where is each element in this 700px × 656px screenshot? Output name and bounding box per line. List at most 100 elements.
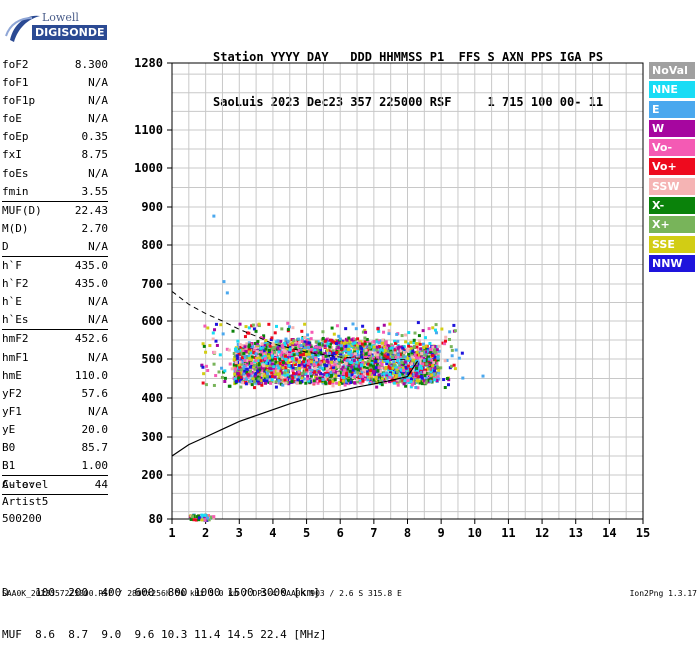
echo-point <box>363 372 367 376</box>
echo-point <box>339 353 343 357</box>
echo-point <box>433 348 437 352</box>
echo-point <box>392 368 396 372</box>
echo-point <box>419 361 423 365</box>
echo-point <box>243 345 247 349</box>
echo-point <box>268 375 272 379</box>
echo-point <box>329 366 333 370</box>
echo-point <box>349 380 353 384</box>
echo-point <box>422 345 426 349</box>
param-label: foEs <box>2 166 29 180</box>
echo-point <box>353 381 357 385</box>
echo-point <box>273 357 277 361</box>
x-tick-label: 14 <box>602 526 616 540</box>
echo-point <box>275 347 279 351</box>
echo-point <box>280 350 284 354</box>
echo-point <box>259 336 263 340</box>
param-label: hmF2 <box>2 332 29 346</box>
echo-point <box>254 352 258 356</box>
echo-point <box>291 369 295 373</box>
y-tick-label: 200 <box>141 468 163 482</box>
software-version: Ion2Png 1.3.17 <box>629 589 697 598</box>
param-separator <box>2 256 108 258</box>
echo-point <box>301 353 305 357</box>
echo-point <box>411 349 415 353</box>
echo-point <box>363 340 367 344</box>
echo-point <box>249 351 253 355</box>
echo-point <box>444 335 448 339</box>
echo-point <box>260 342 264 346</box>
echo-point <box>351 356 355 360</box>
param-row: C-level 44 <box>2 476 108 494</box>
echo-point <box>355 345 359 349</box>
echo-point <box>214 322 218 326</box>
echo-point <box>242 372 246 376</box>
echo-point <box>422 355 426 359</box>
echo-point <box>396 383 400 387</box>
echo-point <box>436 351 440 355</box>
y-tick-label: 800 <box>141 238 163 252</box>
echo-point <box>433 355 437 359</box>
echo-point <box>339 347 343 351</box>
echo-point <box>307 379 311 383</box>
echo-point <box>418 342 422 346</box>
echo-point <box>388 376 392 380</box>
echo-point <box>305 377 309 381</box>
echo-point <box>330 360 334 364</box>
echo-point <box>415 371 419 375</box>
echo-point <box>321 356 325 360</box>
echo-point <box>347 344 351 348</box>
param-value: 0.35 <box>81 130 109 144</box>
echo-point <box>277 350 281 354</box>
echo-point <box>301 365 305 369</box>
echo-point <box>358 358 362 362</box>
echo-point <box>300 329 304 333</box>
echo-point <box>397 361 401 365</box>
echo-point <box>380 352 384 356</box>
x-tick-label: 6 <box>337 526 344 540</box>
echo-point <box>369 348 373 352</box>
echo-point <box>342 342 346 346</box>
echo-point <box>309 337 313 341</box>
echo-point <box>250 324 254 328</box>
echo-point <box>237 373 241 377</box>
auto-software: Artist5 <box>2 495 49 508</box>
echo-point <box>274 385 278 389</box>
echo-point <box>251 323 255 327</box>
echo-point <box>276 339 280 343</box>
echo-point <box>265 359 269 363</box>
echo-point <box>212 515 216 519</box>
echo-point <box>373 345 377 349</box>
echo-point <box>447 337 451 341</box>
echo-point <box>200 513 204 517</box>
echo-point <box>331 381 335 385</box>
echo-point <box>275 344 279 348</box>
echo-point <box>281 366 285 370</box>
echo-point <box>436 356 440 360</box>
echo-point <box>271 356 275 360</box>
echo-point <box>270 380 274 384</box>
echo-point <box>429 354 433 358</box>
param-separator <box>2 475 108 477</box>
echo-point <box>303 340 307 344</box>
echo-point <box>423 374 427 378</box>
param-value: 8.300 <box>74 58 108 71</box>
echo-point <box>402 382 406 386</box>
echo-point <box>298 353 302 357</box>
echo-point <box>233 367 237 371</box>
echo-point <box>249 374 253 378</box>
echo-point <box>278 357 282 361</box>
echo-point <box>389 351 393 355</box>
echo-point <box>248 371 252 375</box>
echo-point <box>332 351 336 355</box>
echo-point <box>351 368 355 372</box>
echo-point <box>246 376 250 380</box>
echo-point <box>297 370 301 374</box>
echo-point <box>421 329 425 333</box>
echo-point <box>350 373 354 377</box>
echo-point <box>428 341 432 345</box>
echo-point <box>384 380 388 384</box>
echo-point <box>399 349 403 353</box>
echo-point <box>311 360 315 364</box>
echo-point <box>283 371 287 375</box>
param-value: N/A <box>88 112 108 126</box>
